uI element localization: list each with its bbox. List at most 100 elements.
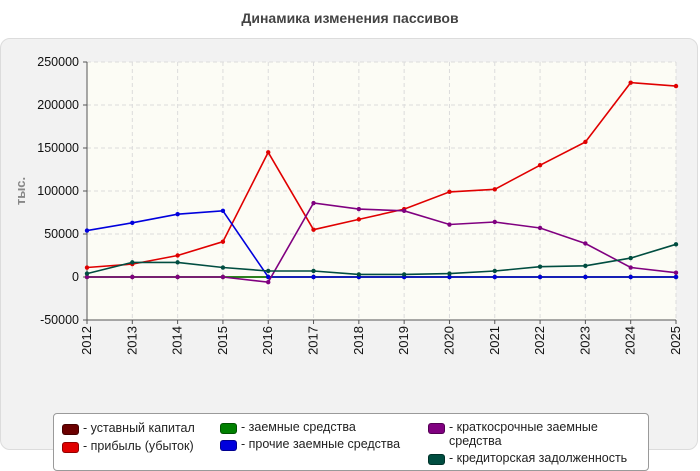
legend-item-borrowed-funds: - заемные средства [220,420,356,434]
data-point [401,208,407,213]
data-point [401,272,407,277]
y-axis-label: тыс. [13,177,28,205]
data-point [220,265,226,270]
legend-swatch [428,423,445,434]
data-point [673,242,679,247]
data-point [492,187,497,192]
series-line [86,81,677,269]
legend-swatch [62,442,79,453]
data-point [266,279,271,285]
data-point [130,274,135,280]
data-point [673,83,679,89]
data-point [447,189,452,195]
x-tick-label: 2020 [441,326,456,355]
data-point [356,206,362,212]
y-tick-label: 200000 [37,98,79,112]
data-point [628,265,633,270]
legend-item-other-borrowed-funds: - прочие заемные средства [220,437,400,451]
data-point [311,274,316,280]
x-tick-label: 2013 [124,326,139,355]
data-point [175,253,180,258]
data-point [537,163,543,168]
y-tick-label: 100000 [37,184,79,198]
data-point [492,219,497,225]
data-point [628,274,633,280]
chart-title: Динамика изменения пассивов [241,10,459,26]
data-point [583,139,588,145]
data-point [220,208,226,213]
legend-swatch [220,440,237,451]
data-point [356,217,362,222]
series-line [86,243,677,276]
x-tick-label: 2025 [668,326,683,355]
data-point [311,268,316,274]
data-point [175,274,180,280]
legend: - уставный капитал - прибыль (убыток) - … [53,413,649,471]
legend-item-charter-capital: - уставный капитал [62,421,195,435]
data-point [266,150,271,155]
y-tick-label: 50000 [44,227,79,241]
data-point [311,227,316,232]
x-tick-label: 2012 [79,326,94,355]
data-point [628,255,633,261]
x-tick-label: 2014 [170,326,185,355]
data-point [583,274,588,280]
data-point [175,212,180,217]
x-tick-label: 2017 [306,326,321,355]
legend-item-short-term-loans: - краткосрочные заемные средства [428,420,638,448]
data-point [583,241,588,246]
x-tick-label: 2024 [623,326,638,355]
data-point [266,268,271,274]
x-tick-label: 2018 [351,326,366,355]
data-point [84,271,90,276]
y-tick-label: -50000 [40,313,79,327]
data-point [220,239,226,244]
legend-label: - прибыль (убыток) [83,439,194,453]
data-point [356,272,362,277]
legend-swatch [220,423,237,434]
data-point [266,274,271,280]
series-line [87,202,677,284]
data-point [673,274,679,280]
legend-label: - прочие заемные средства [241,437,401,451]
line-chart: -50000 0 50000 100000 150000 200000 250000 2012… [13,55,683,355]
x-tick-label: 2022 [532,326,547,355]
data-point [673,270,679,275]
data-point [447,274,452,280]
chart-panel: -50000 0 50000 100000 150000 200000 250000 2012… [0,38,698,471]
y-tick-label: 250000 [37,55,79,69]
series-line [86,209,676,278]
data-point [492,274,497,280]
data-point [537,264,543,269]
x-tick-label: 2023 [577,326,592,355]
data-point [175,260,180,265]
data-point [628,80,633,85]
data-point [84,274,90,280]
data-point [130,260,135,265]
legend-swatch [62,424,79,435]
x-tick-label: 2016 [260,326,275,355]
data-point [84,265,90,270]
legend-label: - кредиторская задолженность [449,451,628,465]
data-point [84,228,90,233]
data-point [583,263,588,269]
data-point [311,200,316,206]
y-tick-label: 0 [72,270,79,284]
legend-label: - заемные средства [241,420,356,434]
data-point [447,222,452,227]
x-tick-label: 2019 [396,326,411,355]
data-point [537,274,543,280]
legend-item-profit: - прибыль (убыток) [62,439,194,453]
x-tick-label: 2015 [215,326,230,355]
legend-item-accounts-payable: - кредиторская задолженность [428,451,627,465]
data-point [537,225,543,231]
data-point [447,271,452,276]
data-point [130,220,135,226]
x-tick-label: 2021 [487,326,502,355]
legend-swatch [428,454,445,465]
legend-label: - краткосрочные заемные средства [449,420,598,448]
y-tick-label: 150000 [37,141,79,155]
data-point [220,274,226,280]
legend-label: - уставный капитал [83,421,195,435]
data-point [492,268,497,274]
